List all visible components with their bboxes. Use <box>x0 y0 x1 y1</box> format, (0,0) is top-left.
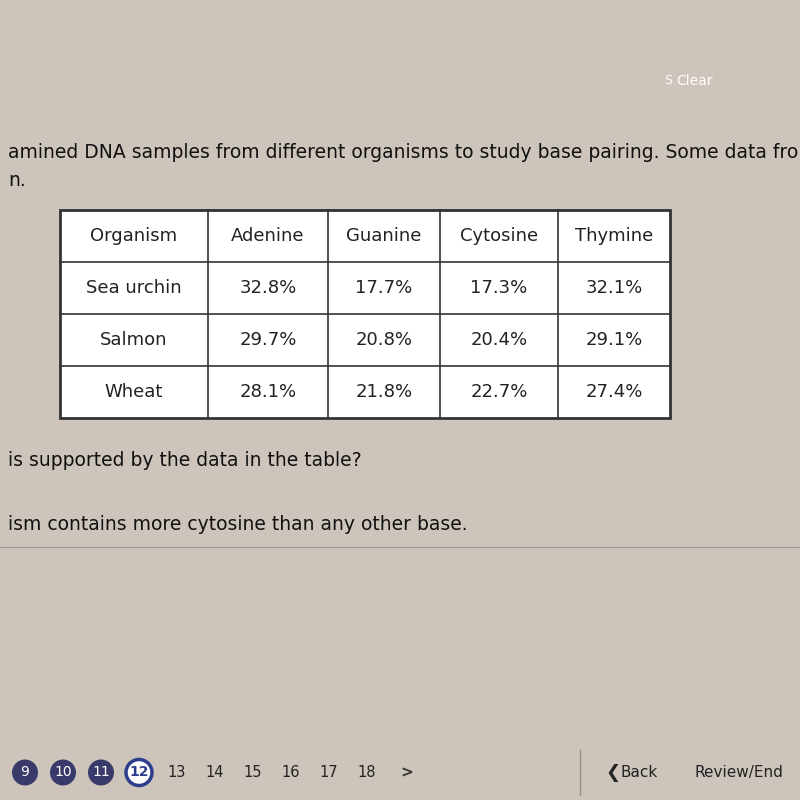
Text: Organism: Organism <box>90 227 178 245</box>
Text: Wheat: Wheat <box>105 383 163 401</box>
Text: 32.8%: 32.8% <box>239 279 297 297</box>
Text: 10: 10 <box>54 766 72 779</box>
Text: 9: 9 <box>21 766 30 779</box>
Text: Guanine: Guanine <box>346 227 422 245</box>
Text: n.: n. <box>8 170 26 190</box>
Text: 18: 18 <box>358 765 376 780</box>
Text: Clear: Clear <box>676 74 713 88</box>
Circle shape <box>12 759 38 786</box>
Text: ism contains more cytosine than any other base.: ism contains more cytosine than any othe… <box>8 515 468 534</box>
Text: 13: 13 <box>168 765 186 780</box>
Text: Sea urchin: Sea urchin <box>86 279 182 297</box>
Text: 27.4%: 27.4% <box>586 383 642 401</box>
Circle shape <box>88 759 114 786</box>
Text: Cytosine: Cytosine <box>460 227 538 245</box>
Text: Back: Back <box>620 765 658 780</box>
Text: 17.3%: 17.3% <box>470 279 528 297</box>
Text: 28.1%: 28.1% <box>239 383 297 401</box>
Text: 29.1%: 29.1% <box>586 331 642 349</box>
Text: S: S <box>664 74 672 87</box>
Text: 32.1%: 32.1% <box>586 279 642 297</box>
Text: Thymine: Thymine <box>575 227 653 245</box>
Bar <box>60 210 670 418</box>
Text: 11: 11 <box>92 766 110 779</box>
Text: Review/End: Review/End <box>695 765 784 780</box>
Text: 20.4%: 20.4% <box>470 331 527 349</box>
Text: 29.7%: 29.7% <box>239 331 297 349</box>
Text: 21.8%: 21.8% <box>355 383 413 401</box>
Text: 17: 17 <box>320 765 338 780</box>
Text: 14: 14 <box>206 765 224 780</box>
Text: is supported by the data in the table?: is supported by the data in the table? <box>8 450 362 470</box>
Circle shape <box>126 759 152 786</box>
Text: 15: 15 <box>244 765 262 780</box>
Text: 16: 16 <box>282 765 300 780</box>
Text: 12: 12 <box>130 766 149 779</box>
Circle shape <box>50 759 76 786</box>
Text: 17.7%: 17.7% <box>355 279 413 297</box>
Text: amined DNA samples from different organisms to study base pairing. Some data fro: amined DNA samples from different organi… <box>8 142 798 162</box>
Text: 22.7%: 22.7% <box>470 383 528 401</box>
Text: >: > <box>401 765 414 780</box>
Text: Adenine: Adenine <box>231 227 305 245</box>
Text: 20.8%: 20.8% <box>355 331 413 349</box>
Text: Salmon: Salmon <box>100 331 168 349</box>
Text: ❮: ❮ <box>605 763 620 782</box>
